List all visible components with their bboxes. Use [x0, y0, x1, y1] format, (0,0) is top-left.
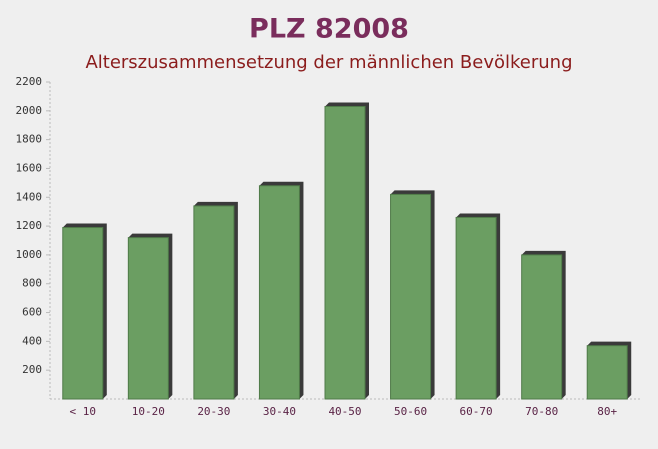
chart-subtitle: Alterszusammensetzung der männlichen Bev…: [85, 52, 572, 73]
y-tick-label: 1200: [16, 219, 43, 232]
x-tick-label: 10-20: [132, 405, 165, 418]
y-tick-label: 200: [22, 363, 42, 376]
x-tick-label: < 10: [70, 405, 97, 418]
bar: [586, 345, 628, 400]
y-tick-label: 800: [22, 277, 42, 290]
bar: [455, 216, 497, 400]
y-tick-label: 2000: [16, 104, 43, 117]
y-tick-label: 1800: [16, 133, 43, 146]
y-tick-label: 1600: [16, 161, 43, 174]
bar: [521, 254, 563, 400]
bar: [390, 193, 432, 400]
x-tick-label: 60-70: [460, 405, 493, 418]
y-tick-label: 400: [22, 334, 42, 347]
x-tick-label: 30-40: [263, 405, 296, 418]
y-tick-label: 600: [22, 306, 42, 319]
x-tick-label: 80+: [597, 405, 617, 418]
y-tick-label: 2200: [16, 75, 43, 88]
x-tick-label: 50-60: [394, 405, 427, 418]
y-tick-label: 1000: [16, 248, 43, 261]
bar: [258, 185, 300, 400]
x-tick-label: 40-50: [328, 405, 361, 418]
x-tick-label: 70-80: [525, 405, 558, 418]
bar: [193, 205, 235, 400]
bar: [62, 227, 104, 400]
x-tick-label: 20-30: [197, 405, 230, 418]
bar: [324, 105, 366, 400]
bar: [127, 237, 169, 400]
chart-title: PLZ 82008: [249, 14, 409, 45]
y-tick-label: 1400: [16, 190, 43, 203]
